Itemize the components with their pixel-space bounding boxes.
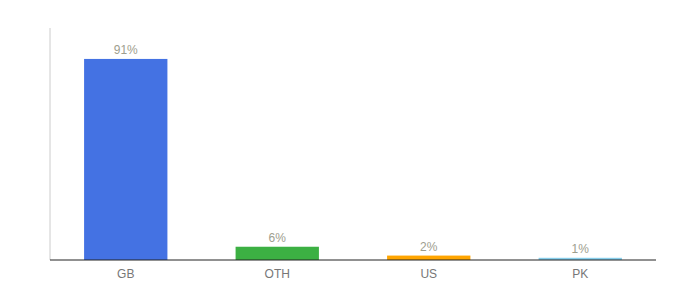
x-tick-label: PK xyxy=(572,267,588,281)
data-labels: 91% 6% 2% 1% xyxy=(114,43,590,256)
x-axis-line xyxy=(50,260,656,261)
x-tick-label: GB xyxy=(117,267,134,281)
chart-container: GB OTH US PK 91% 6% 2% 1% xyxy=(0,0,680,300)
data-label: 91% xyxy=(114,43,138,57)
x-tick-labels: GB OTH US PK xyxy=(117,267,588,281)
bars xyxy=(84,59,622,260)
chart: GB OTH US PK 91% 6% 2% 1% xyxy=(0,0,680,300)
data-label: 2% xyxy=(420,240,438,254)
bar xyxy=(236,247,319,260)
x-tick-label: US xyxy=(420,267,437,281)
bar xyxy=(84,59,167,260)
x-tick-label: OTH xyxy=(265,267,290,281)
bar xyxy=(387,256,470,260)
y-axis-line xyxy=(50,28,51,260)
data-label: 1% xyxy=(572,242,590,256)
data-label: 6% xyxy=(269,231,287,245)
